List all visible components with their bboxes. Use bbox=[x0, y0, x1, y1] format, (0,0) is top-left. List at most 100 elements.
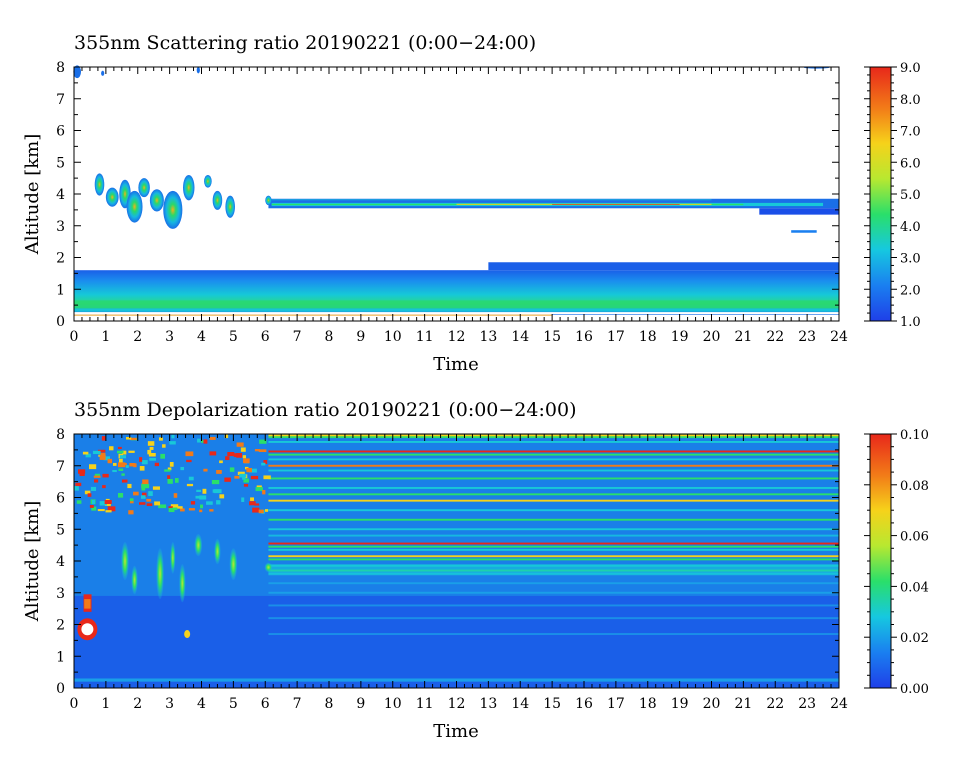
depolarization-stripe bbox=[268, 436, 839, 439]
noise-speck bbox=[162, 444, 166, 448]
y-tick-label: 2 bbox=[56, 618, 65, 634]
noise-speck bbox=[164, 469, 171, 472]
noise-speck bbox=[94, 473, 100, 476]
x-axis-label: Time bbox=[433, 354, 478, 375]
noise-speck bbox=[224, 434, 229, 439]
cloud-blob bbox=[149, 189, 164, 212]
noise-speck bbox=[104, 502, 111, 506]
x-tick-label: 8 bbox=[325, 696, 334, 712]
x-tick-label: 6 bbox=[261, 696, 270, 712]
noise-speck bbox=[99, 501, 107, 506]
x-tick-label: 23 bbox=[798, 696, 816, 712]
near-surface-band bbox=[74, 678, 839, 682]
noise-speck bbox=[146, 498, 152, 502]
noise-speck bbox=[148, 453, 156, 457]
colorbar-tick-label: 0.04 bbox=[900, 580, 929, 595]
saturated-region bbox=[81, 623, 94, 636]
noise-speck bbox=[255, 487, 263, 492]
x-tick-label: 6 bbox=[261, 329, 270, 345]
x-tick-label: 2 bbox=[133, 696, 142, 712]
x-tick-label: 20 bbox=[703, 329, 721, 345]
noise-speck bbox=[85, 453, 91, 458]
noise-speck bbox=[229, 467, 235, 472]
depolarization-stripe bbox=[268, 617, 839, 620]
noise-speck bbox=[240, 447, 246, 452]
x-tick-label: 7 bbox=[293, 696, 302, 712]
noise-speck bbox=[248, 468, 257, 473]
noise-speck bbox=[104, 500, 112, 505]
noise-speck bbox=[100, 452, 106, 455]
depolarization-plume bbox=[179, 564, 186, 603]
noise-speck bbox=[102, 473, 109, 478]
x-tick-label: 14 bbox=[511, 329, 529, 345]
colorbar bbox=[869, 433, 892, 689]
noise-speck bbox=[147, 441, 155, 446]
x-tick-label: 15 bbox=[543, 329, 561, 345]
y-tick-label: 0 bbox=[56, 314, 65, 330]
noise-speck bbox=[74, 486, 79, 491]
axis-ticks: 0 1 2 3 4 5 6 7 8 9 10 11 12 13 14 15 16 17 18 19 20 21 22 23 24… bbox=[56, 60, 848, 345]
noise-speck bbox=[129, 498, 134, 502]
noise-speck bbox=[130, 500, 134, 504]
y-tick-label: 1 bbox=[56, 282, 65, 298]
noise-speck bbox=[160, 453, 166, 459]
noise-speck bbox=[206, 501, 213, 505]
x-tick-label: 11 bbox=[416, 329, 434, 345]
noise-speck bbox=[203, 468, 208, 472]
noise-speck bbox=[173, 493, 178, 498]
x-tick-label: 14 bbox=[511, 696, 529, 712]
depolarization-stripe bbox=[268, 633, 839, 635]
colorbar-tick-label: 8.0 bbox=[900, 93, 921, 108]
colorbar-ticks: 0.00 0.02 0.04 0.06 0.08 0.10 bbox=[864, 428, 929, 697]
y-tick-label: 2 bbox=[56, 251, 65, 267]
x-tick-label: 18 bbox=[639, 329, 657, 345]
noise-speck bbox=[128, 510, 134, 515]
axis-ticks: 0 1 2 3 4 5 6 7 8 9 10 11 12 13 14 15 16 17 18 19 20 21 22 23 24… bbox=[56, 427, 848, 712]
y-tick-label: 4 bbox=[56, 187, 65, 203]
x-tick-label: 5 bbox=[229, 696, 238, 712]
noise-speck bbox=[105, 510, 112, 513]
colorbar-tick-label: 0.00 bbox=[900, 682, 929, 697]
noise-speck bbox=[225, 456, 230, 461]
noise-speck bbox=[242, 455, 247, 459]
depolarization-stripe bbox=[268, 548, 839, 551]
noise-speck bbox=[117, 492, 124, 498]
cloud-layer-top bbox=[271, 199, 712, 201]
cloud-fragment bbox=[196, 67, 200, 74]
depolarization-stripe bbox=[268, 545, 839, 548]
depolarization-ratio-panel: 355nm Depolarization ratio 20190221 (0:0… bbox=[22, 399, 929, 742]
depolarization-stripe bbox=[268, 555, 839, 558]
noise-speck bbox=[216, 500, 221, 505]
x-tick-label: 19 bbox=[671, 329, 689, 345]
depolarization-stripe bbox=[268, 582, 839, 585]
depolarization-stripe bbox=[268, 542, 839, 545]
boundary-layer-top bbox=[488, 262, 839, 271]
noise-speck bbox=[185, 451, 194, 457]
depolarization-plume bbox=[121, 541, 129, 581]
noise-speck bbox=[243, 458, 250, 464]
noise-speck bbox=[133, 491, 139, 496]
noise-speck bbox=[75, 482, 82, 487]
noise-speck bbox=[263, 459, 268, 465]
depolarization-stripe bbox=[268, 440, 839, 443]
depolarization-stripe bbox=[268, 499, 839, 502]
noise-speck bbox=[141, 460, 148, 465]
x-tick-label: 16 bbox=[575, 696, 593, 712]
noise-speck bbox=[199, 509, 203, 513]
noise-speck bbox=[123, 462, 127, 466]
x-tick-label: 23 bbox=[798, 329, 816, 345]
depolarization-plume bbox=[131, 565, 138, 595]
noise-speck bbox=[101, 436, 106, 441]
noise-speck bbox=[197, 438, 201, 443]
noise-speck bbox=[188, 476, 194, 481]
noise-speck bbox=[90, 486, 97, 491]
x-tick-label: 13 bbox=[479, 329, 497, 345]
depolarization-stripe bbox=[268, 493, 839, 496]
y-tick-label: 8 bbox=[56, 427, 65, 443]
x-tick-label: 9 bbox=[356, 329, 365, 345]
noise-speck bbox=[93, 475, 101, 478]
y-tick-label: 3 bbox=[56, 219, 65, 235]
x-tick-label: 22 bbox=[766, 696, 784, 712]
colorbar-ticks: 1.0 2.0 3.0 4.0 5.0 6.0 7.0 8.0 9.0 bbox=[864, 61, 921, 330]
noise-speck bbox=[258, 509, 264, 514]
